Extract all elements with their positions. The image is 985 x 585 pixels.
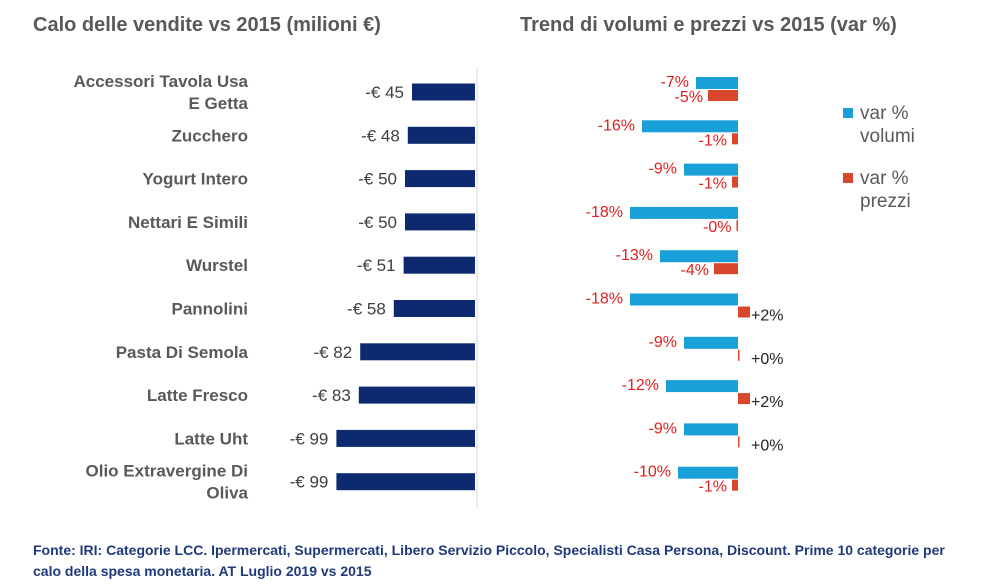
price-value-label: +0% <box>751 351 783 368</box>
volume-value-label: -9% <box>649 161 677 178</box>
category-label: Pannolini <box>172 300 249 319</box>
sales-bar <box>336 429 475 447</box>
volume-bar <box>660 250 738 263</box>
category-label: Pasta Di Semola <box>116 343 249 362</box>
price-value-label: +0% <box>751 437 783 454</box>
price-value-label: -0% <box>703 219 731 236</box>
category-label: Oliva <box>206 484 248 503</box>
volume-bar <box>684 423 738 436</box>
sales-bar <box>407 126 475 144</box>
category-label: Latte Uht <box>174 429 248 448</box>
volume-bar <box>684 163 738 176</box>
price-bar <box>708 90 738 101</box>
price-value-label: -1% <box>699 132 727 149</box>
sales-bar <box>405 170 475 188</box>
volume-bar <box>642 120 738 133</box>
volume-value-label: -12% <box>622 377 659 394</box>
volume-value-label: -9% <box>649 420 677 437</box>
price-value-label: +2% <box>751 394 783 411</box>
volume-bar <box>630 206 738 219</box>
category-label: Accessori Tavola Usa <box>74 72 249 91</box>
category-label: E Getta <box>188 94 248 113</box>
price-bar <box>736 219 738 231</box>
category-label: Zucchero <box>171 126 248 145</box>
price-bar <box>738 393 750 405</box>
sales-value-label: -€ 50 <box>358 213 397 232</box>
sales-bar <box>336 473 475 491</box>
sales-value-label: -€ 45 <box>365 83 404 102</box>
price-value-label: -1% <box>699 479 727 496</box>
sales-value-label: -€ 48 <box>361 126 400 145</box>
volume-bar <box>666 380 738 393</box>
legend-label-prezzi: var % prezzi <box>860 168 911 212</box>
volume-bar <box>630 293 738 306</box>
volume-value-label: -16% <box>598 117 635 134</box>
volume-value-label: -18% <box>586 291 623 308</box>
category-label: Nettari E Simili <box>128 213 248 232</box>
price-bar <box>732 133 738 145</box>
category-label: Yogurt Intero <box>143 170 248 189</box>
volume-value-label: -18% <box>586 204 623 221</box>
volume-value-label: -10% <box>634 464 671 481</box>
category-label: Latte Fresco <box>147 386 248 405</box>
legend-label-volumi: var % volumi <box>860 103 915 147</box>
sales-value-label: -€ 83 <box>312 386 351 405</box>
right-chart-title: Trend di volumi e prezzi vs 2015 (var %) <box>520 14 897 36</box>
source-note: Fonte: IRI: Categorie LCC. Ipermercati, … <box>33 542 945 579</box>
sales-bar <box>358 386 475 404</box>
price-value-label: -5% <box>675 89 703 106</box>
volume-bar <box>678 466 738 479</box>
category-label: Olio Extravergine Di <box>86 462 249 481</box>
sales-value-label: -€ 58 <box>347 300 386 319</box>
price-value-label: -1% <box>699 176 727 193</box>
sales-value-label: -€ 99 <box>290 429 329 448</box>
sales-bar <box>360 343 475 361</box>
price-value-label: +2% <box>751 308 783 325</box>
price-bar <box>738 306 750 318</box>
volume-bar <box>684 336 738 349</box>
volume-value-label: -9% <box>649 334 677 351</box>
left-chart-title: Calo delle vendite vs 2015 (milioni €) <box>33 14 381 36</box>
sales-bar <box>403 256 475 274</box>
sales-value-label: -€ 82 <box>313 343 352 362</box>
price-bar <box>714 263 738 275</box>
price-bar <box>732 479 738 491</box>
legend-swatch-volumi <box>843 108 853 118</box>
volume-value-label: -7% <box>661 74 689 91</box>
sales-bar <box>412 83 475 101</box>
price-value-label: -4% <box>681 262 709 279</box>
sales-value-label: -€ 51 <box>357 256 396 275</box>
sales-bar <box>393 300 475 317</box>
category-label: Wurstel <box>186 256 248 275</box>
sales-bar <box>405 213 475 231</box>
sales-value-label: -€ 99 <box>290 473 329 492</box>
price-bar <box>732 176 738 188</box>
price-bar <box>738 436 740 448</box>
sales-value-label: -€ 50 <box>358 170 397 189</box>
price-bar <box>738 349 740 361</box>
legend-swatch-prezzi <box>843 173 853 183</box>
volume-bar <box>696 77 738 89</box>
volume-value-label: -13% <box>616 247 653 264</box>
